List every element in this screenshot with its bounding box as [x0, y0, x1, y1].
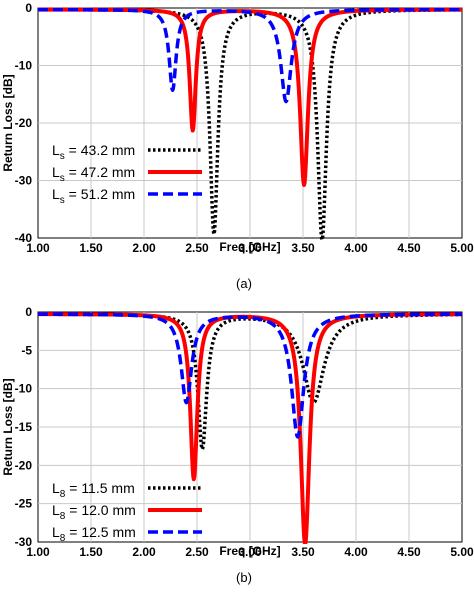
x-tick-label: 2.50 — [185, 241, 209, 255]
panel-caption: (a) — [236, 276, 252, 291]
legend-label: L8 = 11.5 mm — [52, 480, 135, 500]
series-line-2 — [38, 312, 462, 544]
x-tick-label: 3.00 — [238, 241, 262, 255]
series-group — [38, 312, 462, 544]
x-tick-label: 5.00 — [450, 545, 474, 559]
chart-panel-b: 1.00 1.50 2.00 2.50 3.00 3.50 4.00 4.50 5.00 0 -5 -… — [1, 305, 474, 585]
chart-panel-a: 1.00 1.50 2.00 2.50 3.00 3.50 4.00 4.50 5.00 0 -10… — [1, 1, 474, 291]
panel-caption: (b) — [236, 570, 252, 585]
y-tick-label: -30 — [15, 174, 33, 188]
y-tick-label: -15 — [15, 420, 33, 434]
x-tick-label: 2.00 — [132, 545, 156, 559]
x-tick-label: 1.00 — [26, 241, 50, 255]
x-tick-label: 1.00 — [26, 545, 50, 559]
x-tick-label: 2.50 — [185, 545, 209, 559]
series-line-3 — [38, 7, 462, 104]
x-tick-label: 4.50 — [397, 241, 421, 255]
y-tick-label: -20 — [15, 116, 33, 130]
gridlines — [38, 312, 462, 542]
x-tick-label: 4.00 — [344, 545, 368, 559]
y-tick-label: -25 — [15, 497, 33, 511]
x-tick-label: 5.00 — [450, 241, 474, 255]
x-axis-label: Freq [GHz] — [219, 544, 280, 558]
legend-label: Ls = 47.2 mm — [52, 164, 135, 184]
series-group — [38, 7, 462, 240]
x-tick-label: 3.50 — [291, 545, 315, 559]
x-tick-label: 3.00 — [238, 545, 262, 559]
x-tick-label: 3.50 — [291, 241, 315, 255]
y-axis-label: Return Loss [dB] — [1, 378, 15, 475]
legend-label: Ls = 51.2 mm — [52, 186, 135, 206]
legend-label: Ls = 43.2 mm — [52, 142, 135, 162]
y-tick-label: -5 — [21, 343, 32, 357]
x-tick-label: 4.50 — [397, 545, 421, 559]
y-tick-label: -10 — [15, 382, 33, 396]
x-axis-label: Freq [GHz] — [219, 240, 280, 254]
y-tick-label: -30 — [15, 535, 33, 549]
y-tick-label: -10 — [15, 59, 33, 73]
y-tick-label: 0 — [25, 305, 32, 319]
legend-label: L8 = 12.0 mm — [52, 502, 136, 522]
y-tick-label: -20 — [15, 458, 33, 472]
gridlines — [38, 8, 462, 238]
x-tick-label: 2.00 — [132, 241, 156, 255]
y-axis-label: Return Loss [dB] — [1, 74, 15, 171]
x-tick-label: 1.50 — [79, 241, 103, 255]
x-tick-label: 1.50 — [79, 545, 103, 559]
x-tick-label: 4.00 — [344, 241, 368, 255]
legend-label: L8 = 12.5 mm — [52, 524, 136, 544]
y-tick-label: -40 — [15, 231, 33, 245]
y-tick-label: 0 — [25, 1, 32, 15]
